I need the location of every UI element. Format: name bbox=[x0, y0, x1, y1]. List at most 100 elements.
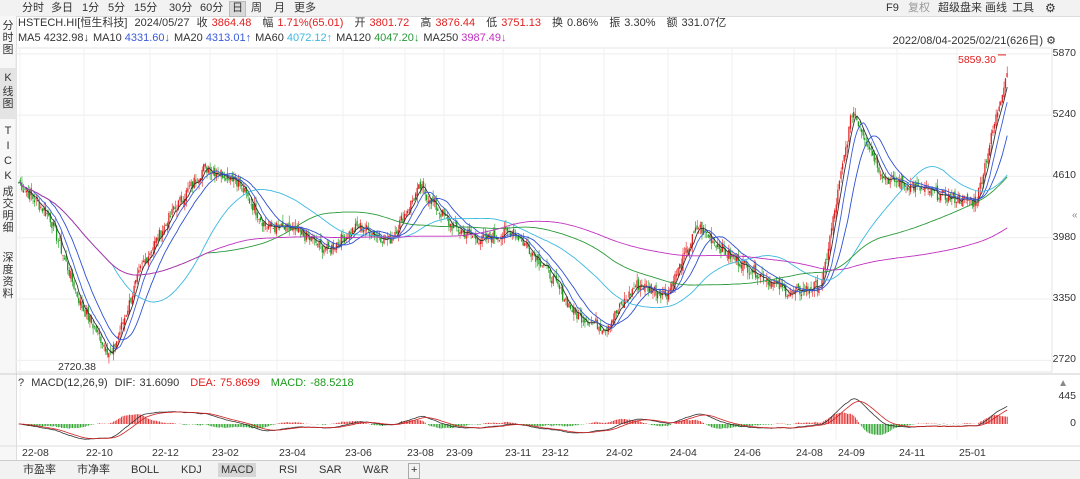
candle-body bbox=[805, 285, 807, 292]
indicator-tab-5[interactable]: RSI bbox=[279, 464, 298, 476]
super-overlay-button[interactable]: 超级盘来 bbox=[938, 2, 982, 14]
candle-body bbox=[737, 254, 739, 266]
indicator-tab-7[interactable]: W&R bbox=[363, 464, 389, 476]
tab-6[interactable]: 60分 bbox=[200, 2, 224, 14]
candle-body bbox=[770, 282, 773, 288]
candle-body bbox=[821, 278, 823, 290]
candle-body bbox=[437, 208, 439, 211]
candle-body bbox=[585, 320, 588, 322]
candle-body bbox=[615, 310, 618, 314]
ma-legend: MA5 4232.98↓ MA10 4331.60↓ MA20 4313.01↑ MA… bbox=[18, 31, 511, 45]
candle-body bbox=[590, 321, 592, 323]
candle-body bbox=[712, 240, 714, 243]
candle-body bbox=[876, 157, 879, 168]
candle-body bbox=[369, 232, 371, 237]
tab-8[interactable]: 周 bbox=[251, 2, 262, 14]
date-range[interactable]: 2022/08/04-2025/02/21(626日) ⚙ bbox=[893, 32, 1056, 48]
sidebar-item-timeshare[interactable]: 分时图 bbox=[2, 20, 14, 56]
candle-body bbox=[482, 234, 485, 238]
candle-body bbox=[1004, 78, 1007, 88]
candle-body bbox=[367, 226, 369, 230]
tab-1[interactable]: 多日 bbox=[51, 2, 73, 14]
ma250-line bbox=[18, 181, 1008, 276]
candle-body bbox=[944, 191, 947, 200]
candle-body bbox=[456, 220, 458, 228]
candle-body bbox=[40, 206, 42, 208]
candle-body bbox=[400, 215, 402, 221]
candle-body bbox=[702, 227, 705, 235]
tab-4[interactable]: 15分 bbox=[134, 2, 158, 14]
tab-10[interactable]: 更多 bbox=[294, 2, 316, 14]
candle-body bbox=[830, 228, 833, 236]
candle-body bbox=[554, 276, 556, 278]
candle-body bbox=[998, 106, 1000, 112]
candle-body bbox=[671, 283, 673, 290]
candle-body bbox=[601, 330, 603, 334]
candle-body bbox=[149, 253, 151, 256]
indicator-tab-1[interactable]: 市净率 bbox=[77, 464, 110, 476]
candle-body bbox=[865, 141, 867, 144]
tab-3[interactable]: 5分 bbox=[108, 2, 126, 14]
candle-body bbox=[79, 300, 81, 306]
indicator-tab-6[interactable]: SAR bbox=[319, 464, 342, 476]
candle-body bbox=[536, 256, 538, 260]
candle-body bbox=[717, 244, 719, 247]
low-annotation: 2720.38 bbox=[58, 361, 96, 373]
macd-y-label: 0 bbox=[1070, 417, 1076, 429]
candle-body bbox=[682, 254, 684, 271]
candle-body bbox=[226, 173, 229, 179]
candle-body bbox=[903, 182, 905, 187]
gear-icon[interactable]: ⚙ bbox=[1045, 1, 1056, 15]
candle-body bbox=[234, 176, 236, 180]
tab-2[interactable]: 1分 bbox=[82, 2, 100, 14]
candle-body bbox=[187, 188, 189, 192]
indicator-tab-0[interactable]: 市盈率 bbox=[23, 464, 56, 476]
candle-body bbox=[935, 188, 937, 189]
add-icon[interactable]: + bbox=[408, 463, 421, 479]
candle-body bbox=[951, 195, 953, 200]
tab-5[interactable]: 30分 bbox=[169, 2, 193, 14]
candle-body bbox=[658, 292, 660, 295]
help-icon[interactable]: ? bbox=[18, 377, 25, 389]
macd-expand-icon[interactable]: ▲ bbox=[1058, 378, 1068, 389]
candle-body bbox=[892, 175, 894, 178]
f9-button[interactable]: F9 bbox=[886, 2, 899, 14]
candle-body bbox=[500, 236, 502, 240]
tab-0[interactable]: 分时 bbox=[22, 2, 44, 14]
candle-body bbox=[329, 250, 331, 253]
candle-body bbox=[582, 320, 584, 322]
candle-body bbox=[674, 273, 676, 289]
candle-body bbox=[718, 245, 720, 250]
indicator-tab-3[interactable]: KDJ bbox=[181, 464, 202, 476]
indicator-tab-4[interactable]: MACD bbox=[218, 463, 257, 477]
tab-7[interactable]: 日 bbox=[229, 1, 246, 17]
candle-body bbox=[297, 226, 300, 233]
candle-body bbox=[275, 223, 278, 234]
candle-body bbox=[245, 186, 247, 194]
sidebar-item-depth[interactable]: 深度资料 bbox=[2, 252, 14, 300]
draw-line-button[interactable]: 画线 bbox=[985, 2, 1007, 14]
candle-body bbox=[348, 231, 350, 240]
candle-body bbox=[383, 235, 385, 244]
tools-button[interactable]: 工具 bbox=[1012, 2, 1034, 14]
candle-body bbox=[407, 210, 409, 214]
candle-body bbox=[188, 185, 191, 187]
settings-small-icon[interactable]: ⚙ bbox=[1046, 35, 1056, 47]
sidebar-item-trades[interactable]: 成交明细 bbox=[2, 186, 14, 234]
candle-body bbox=[781, 283, 784, 287]
tab-9[interactable]: 月 bbox=[274, 2, 285, 14]
candle-body bbox=[410, 200, 412, 211]
candle-body bbox=[282, 221, 284, 227]
candle-body bbox=[843, 155, 845, 162]
adjust-button[interactable]: 复权 bbox=[908, 2, 930, 14]
candle-body bbox=[429, 200, 431, 204]
candle-body bbox=[294, 225, 297, 230]
candle-body bbox=[574, 309, 576, 313]
candle-body bbox=[361, 225, 363, 232]
collapse-right-icon[interactable]: « bbox=[1072, 210, 1078, 221]
candle-body bbox=[340, 234, 342, 248]
indicator-tab-2[interactable]: BOLL bbox=[131, 464, 160, 476]
